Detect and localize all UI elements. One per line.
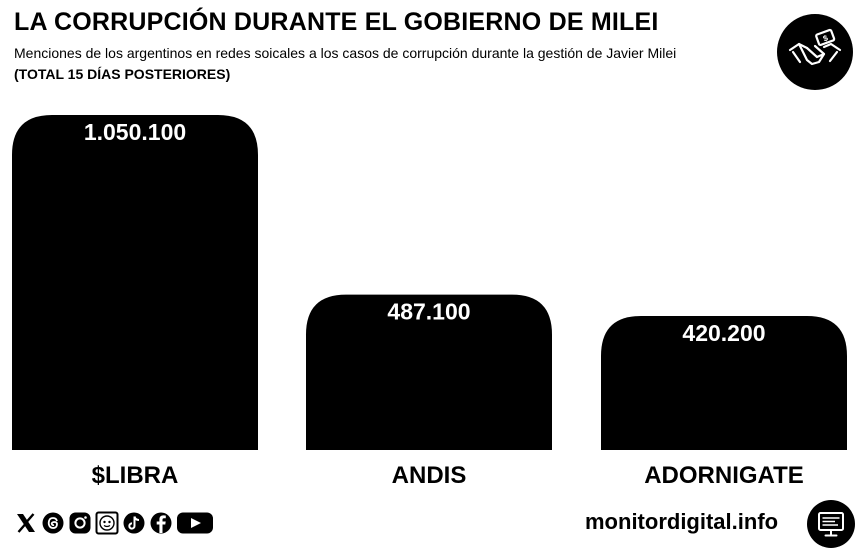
handshake-money-icon: $ — [777, 14, 853, 90]
svg-text:$: $ — [822, 33, 830, 43]
monitor-icon — [807, 500, 855, 548]
chart-note: (TOTAL 15 DÍAS POSTERIORES) — [14, 66, 231, 82]
facebook-icon[interactable] — [149, 510, 173, 536]
instagram-icon[interactable] — [68, 510, 92, 536]
chart-title: LA CORRUPCIÓN DURANTE EL GOBIERNO DE MIL… — [14, 8, 659, 36]
data-label: 420.200 — [682, 320, 765, 346]
youtube-icon[interactable] — [176, 510, 214, 536]
bar-adornigate — [601, 315, 847, 450]
chart-subtitle: Menciones de los argentinos en redes soi… — [14, 45, 677, 61]
tiktok-icon[interactable] — [122, 510, 146, 536]
category-label: ADORNIGATE — [644, 462, 804, 489]
category-label: $LIBRA — [92, 462, 179, 489]
social-icons — [14, 510, 214, 536]
bar-andis — [306, 294, 552, 450]
bar-chart: 1.050.100 $LIBRA 487.100 ANDIS 420.200 ADORNI… — [12, 115, 847, 489]
x-icon[interactable] — [14, 510, 38, 536]
threads-icon[interactable] — [41, 510, 65, 536]
bar-libra — [12, 115, 258, 450]
telegram-icon[interactable] — [95, 510, 119, 536]
category-label: ANDIS — [392, 462, 467, 489]
data-label: 487.100 — [387, 299, 470, 325]
data-label: 1.050.100 — [84, 119, 186, 145]
site-name: monitordigital.info — [585, 509, 779, 534]
